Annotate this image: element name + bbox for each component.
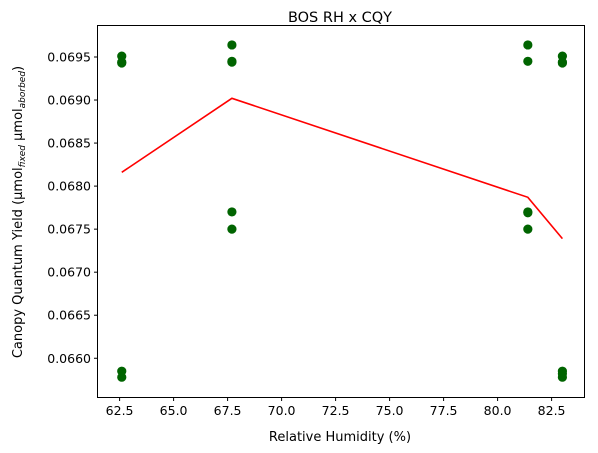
scatter-point (557, 372, 568, 382)
plot-marks (117, 40, 568, 382)
y-axis-label-sub1: fixed (18, 145, 28, 168)
y-tick-label: 0.0660 (47, 351, 91, 366)
x-tick-label: 65.0 (160, 403, 188, 418)
scatter-point (523, 56, 533, 66)
chart-title: BOS RH x CQY (288, 10, 392, 26)
y-tick-label: 0.0665 (47, 308, 91, 323)
x-axis: 62.5 65.0 67.5 70.0 72.5 75.0 77.5 80.0 82.5 (106, 397, 566, 418)
y-tick-label: 0.0695 (47, 49, 91, 64)
x-tick-label: 77.5 (430, 403, 458, 418)
x-tick-label: 62.5 (106, 403, 134, 418)
y-tick-label: 0.0670 (47, 265, 91, 280)
x-tick-label: 75.0 (376, 403, 404, 418)
scatter-point (557, 58, 568, 68)
y-axis-label-suffix: ) (11, 66, 26, 71)
y-tick-label: 0.0675 (47, 222, 91, 237)
y-axis-label: Canopy Quantum Yield (μmolfixed μmolabor… (11, 66, 28, 358)
scatter-point (523, 224, 533, 234)
y-axis-label-sub2: aborbed (18, 71, 28, 109)
plot-frame (97, 25, 585, 398)
scatter-point (227, 57, 237, 67)
scatter-point (117, 372, 127, 382)
y-tick-label: 0.0690 (47, 93, 91, 108)
y-tick-label: 0.0680 (47, 179, 91, 194)
trend-line (121, 97, 564, 240)
x-tick-label: 80.0 (484, 403, 512, 418)
x-tick-label: 70.0 (268, 403, 296, 418)
x-axis-label: Relative Humidity (%) (269, 430, 411, 445)
x-tick-label: 67.5 (214, 403, 242, 418)
x-tick-label: 72.5 (322, 403, 350, 418)
scatter-point (227, 207, 237, 217)
scatter-point (117, 58, 127, 68)
x-tick-label: 82.5 (538, 403, 566, 418)
scatter-point (227, 40, 237, 50)
scatter-point (523, 40, 533, 50)
y-axis-label-middle: μmol (11, 108, 26, 145)
scatter-point (227, 224, 237, 234)
scatter-point (523, 208, 533, 218)
y-tick-label: 0.0685 (47, 136, 91, 151)
y-axis-label-prefix: Canopy Quantum Yield (μmol (11, 167, 26, 358)
y-axis: 0.0660 0.0665 0.0670 0.0675 0.0680 0.0685 0.06… (47, 49, 98, 366)
